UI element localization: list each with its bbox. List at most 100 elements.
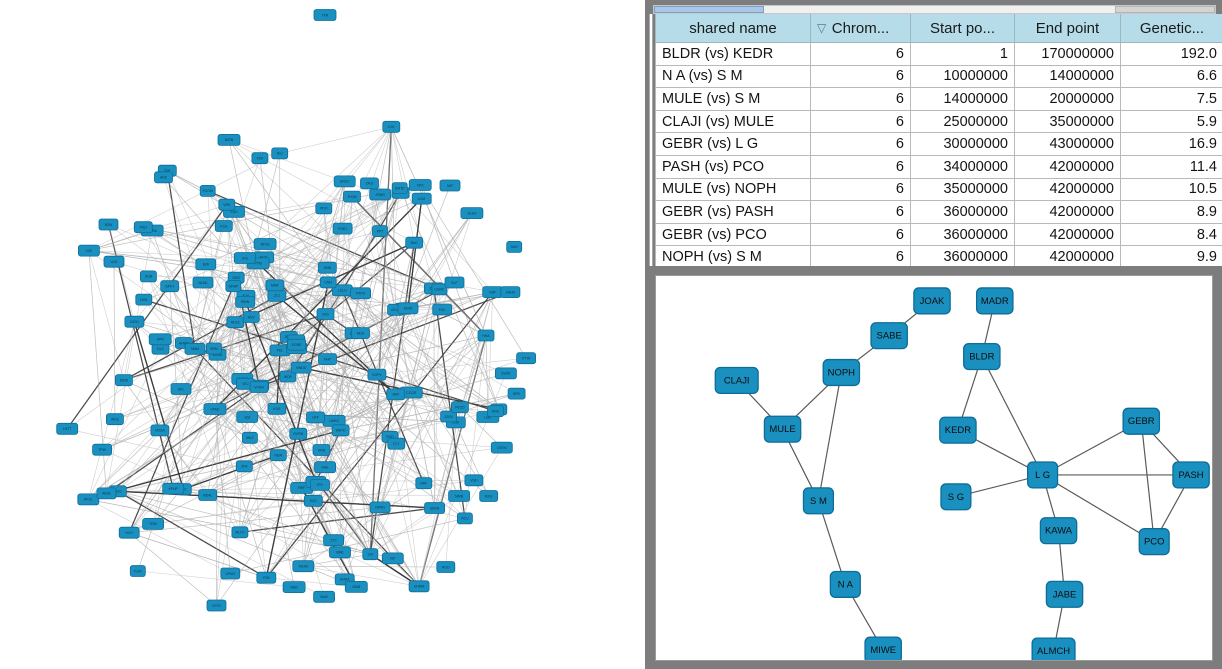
- network-node[interactable]: ZFA: [235, 460, 253, 473]
- cell-chromosome[interactable]: 6: [810, 154, 911, 179]
- network-node[interactable]: MVZ: [242, 311, 260, 323]
- node-shape[interactable]: [306, 411, 325, 424]
- cell-end_point[interactable]: 42000000: [1014, 245, 1121, 266]
- subnetwork-node-bldr[interactable]: BLDR: [963, 343, 1001, 371]
- node-shape[interactable]: [233, 252, 256, 264]
- cell-end_point[interactable]: 42000000: [1014, 222, 1121, 247]
- node-shape[interactable]: [939, 416, 977, 444]
- network-node[interactable]: MZW: [115, 374, 133, 387]
- node-shape[interactable]: [265, 279, 285, 292]
- node-shape[interactable]: [714, 366, 759, 395]
- node-shape[interactable]: [160, 280, 180, 293]
- subnetwork-node-kedr[interactable]: KEDR: [939, 416, 977, 444]
- node-shape[interactable]: [103, 255, 125, 268]
- network-node[interactable]: MMB: [448, 490, 471, 502]
- cell-shared_name[interactable]: GEBR (vs) PCO: [655, 222, 811, 247]
- table-header-row[interactable]: shared name ▽ Chrom... Start po... End point…: [655, 14, 1222, 43]
- node-shape[interactable]: [367, 368, 387, 381]
- subnetwork-node-madr[interactable]: MADR: [975, 287, 1014, 315]
- cell-end_point[interactable]: 14000000: [1014, 64, 1121, 89]
- network-node[interactable]: IRC: [170, 383, 192, 395]
- cell-shared_name[interactable]: NOPH (vs) S M: [655, 245, 811, 266]
- node-shape[interactable]: [431, 283, 448, 296]
- full-network-panel[interactable]: TFRZSOKFPSKHESDRANFJGUMOWPDLFKCBFRBPCRPI…: [0, 0, 645, 669]
- cell-chromosome[interactable]: 6: [810, 200, 911, 224]
- cell-end_point[interactable]: 42000000: [1014, 154, 1121, 179]
- network-node[interactable]: ZAHH: [500, 286, 521, 299]
- cell-chromosome[interactable]: 6: [810, 109, 911, 134]
- network-node[interactable]: DAR: [506, 240, 523, 253]
- network-node[interactable]: SBSN: [424, 502, 446, 514]
- node-shape[interactable]: [124, 315, 145, 328]
- network-node[interactable]: RZG: [479, 490, 499, 502]
- network-node[interactable]: LIH: [362, 548, 379, 561]
- cell-start_point[interactable]: 1: [910, 42, 1015, 66]
- cell-end_point[interactable]: 42000000: [1014, 177, 1121, 202]
- node-shape[interactable]: [129, 565, 146, 577]
- network-node[interactable]: JIUB: [139, 270, 157, 283]
- cell-end_point[interactable]: 43000000: [1014, 132, 1121, 156]
- network-node[interactable]: HHA: [477, 329, 495, 342]
- node-shape[interactable]: [319, 276, 337, 289]
- node-shape[interactable]: [1122, 407, 1161, 435]
- horizontal-scrollbar[interactable]: [653, 5, 1216, 14]
- node-shape[interactable]: [267, 402, 287, 415]
- network-node[interactable]: ZTJ: [267, 289, 287, 302]
- node-shape[interactable]: [242, 311, 260, 323]
- table-row[interactable]: MULE (vs) NOPH 6 35000000 42000000 10.5: [655, 177, 1222, 202]
- node-shape[interactable]: [424, 502, 446, 514]
- node-shape[interactable]: [226, 316, 245, 329]
- network-node[interactable]: VTTA: [516, 352, 536, 365]
- cell-chromosome[interactable]: 6: [810, 132, 911, 156]
- node-shape[interactable]: [456, 512, 473, 525]
- node-shape[interactable]: [251, 152, 269, 165]
- network-node[interactable]: FLT: [387, 437, 406, 450]
- node-shape[interactable]: [282, 581, 306, 593]
- network-node[interactable]: MUW: [397, 302, 419, 315]
- node-shape[interactable]: [1039, 517, 1078, 545]
- network-node[interactable]: IWLT: [241, 431, 258, 444]
- network-node[interactable]: KHJM: [292, 560, 315, 573]
- cell-start_point[interactable]: 36000000: [910, 222, 1015, 247]
- node-shape[interactable]: [184, 342, 206, 355]
- node-shape[interactable]: [253, 238, 277, 250]
- node-shape[interactable]: [225, 280, 242, 293]
- node-shape[interactable]: [269, 449, 287, 462]
- node-shape[interactable]: [386, 388, 406, 401]
- network-node[interactable]: NMM: [184, 342, 206, 355]
- network-node[interactable]: LNTT: [56, 422, 79, 435]
- network-node[interactable]: HVO: [118, 526, 140, 539]
- cell-chromosome[interactable]: 6: [810, 245, 911, 266]
- subnetwork-edge[interactable]: [817, 500, 846, 585]
- cell-chromosome[interactable]: 6: [810, 42, 911, 66]
- network-node[interactable]: RLKZ: [226, 316, 245, 329]
- subnetwork-panel[interactable]: CLAJI MULE NOPH SABE JOAK S M N A MIWE MADR BLDR K…: [645, 267, 1222, 669]
- network-node[interactable]: ECD: [303, 494, 323, 507]
- cell-shared_name[interactable]: GEBR (vs) L G: [655, 132, 811, 156]
- node-shape[interactable]: [142, 518, 165, 530]
- node-shape[interactable]: [312, 444, 331, 456]
- network-node[interactable]: NFJG: [253, 238, 277, 250]
- table-body[interactable]: BLDR (vs) KEDR 6 1 170000000 192.0 N A (vs) S…: [655, 42, 1222, 266]
- network-node[interactable]: VPAD: [203, 403, 227, 415]
- node-shape[interactable]: [316, 308, 335, 320]
- subnetwork-node-joak[interactable]: JOAK: [913, 287, 951, 315]
- node-shape[interactable]: [148, 333, 172, 346]
- node-shape[interactable]: [963, 343, 1001, 371]
- subnetwork-node-s-m[interactable]: S M: [802, 487, 835, 515]
- network-node[interactable]: PIUJ: [133, 221, 153, 234]
- cell-genetic[interactable]: 5.9: [1120, 109, 1222, 134]
- node-shape[interactable]: [822, 358, 861, 387]
- network-node[interactable]: IEU: [271, 147, 289, 160]
- node-shape[interactable]: [271, 147, 289, 160]
- network-node[interactable]: VWUD: [290, 361, 312, 374]
- network-node[interactable]: HHMM: [408, 580, 430, 593]
- subnetwork-canvas[interactable]: CLAJI MULE NOPH SABE JOAK S M N A MIWE MADR BLDR K…: [655, 275, 1213, 661]
- node-shape[interactable]: [432, 303, 453, 316]
- network-node[interactable]: MIF: [439, 179, 461, 192]
- cell-end_point[interactable]: 20000000: [1014, 87, 1121, 111]
- subnetwork-node-sabe[interactable]: SABE: [870, 322, 908, 350]
- network-node[interactable]: NBN: [282, 581, 306, 593]
- network-node[interactable]: KUS: [267, 402, 287, 415]
- node-shape[interactable]: [323, 534, 345, 547]
